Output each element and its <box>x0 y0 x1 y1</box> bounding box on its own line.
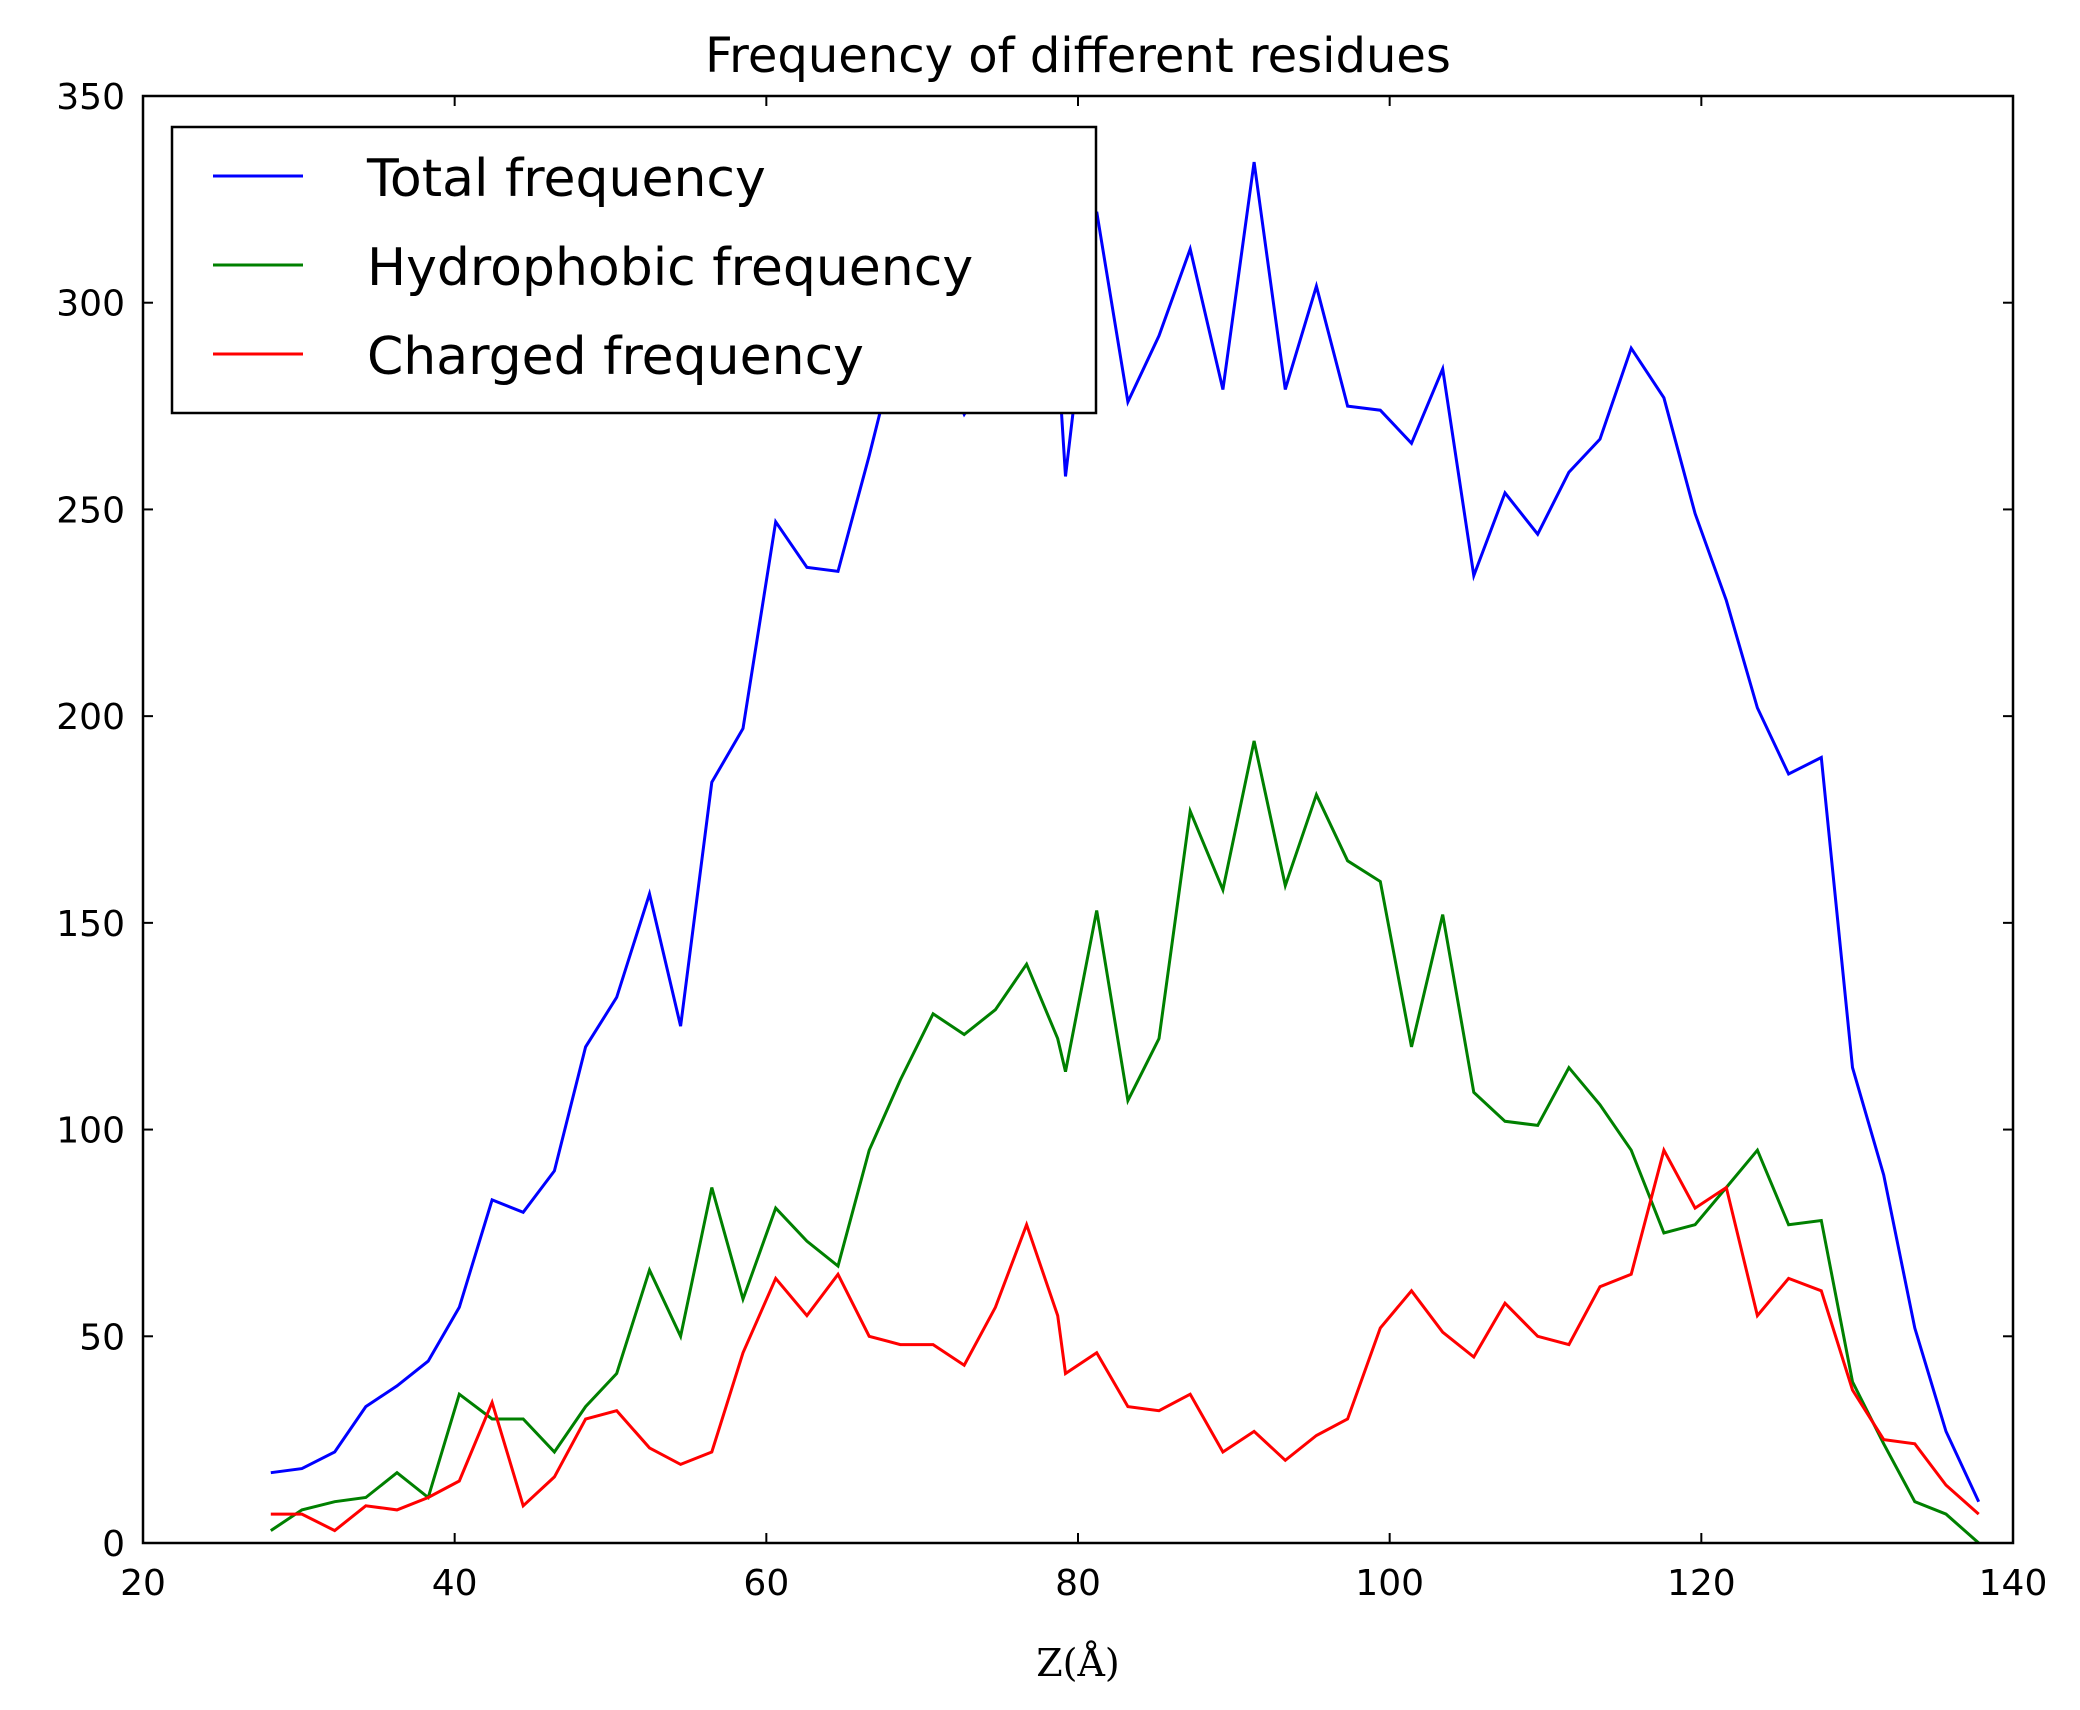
series-line-charged-frequency <box>270 1146 1980 1533</box>
chart-title: Frequency of different residues <box>705 28 1451 84</box>
y-tick-label: 0 <box>102 1524 125 1565</box>
x-tick-label: 20 <box>120 1563 166 1604</box>
y-tick-label: 50 <box>79 1317 125 1358</box>
legend-label-hydrophobic-frequency: Hydrophobic frequency <box>367 238 973 298</box>
axes-layer: 20 40 60 80 100 120 140 0 50 100 150 200 250 300 350 <box>56 77 2047 1604</box>
y-tick-label: 150 <box>56 904 125 945</box>
series-line-total-frequency <box>270 161 1981 1503</box>
series-layer <box>269 161 1981 1543</box>
x-tick-label: 60 <box>743 1563 789 1604</box>
x-tick-label: 100 <box>1355 1563 1424 1604</box>
series-line-hydrophobic-frequency <box>269 740 1980 1543</box>
y-tick-label: 300 <box>56 284 125 325</box>
y-tick-label: 200 <box>56 697 125 738</box>
x-tick-label: 120 <box>1667 1563 1736 1604</box>
y-tick-label: 100 <box>56 1111 125 1152</box>
legend-box <box>170 125 1098 415</box>
x-axis-label: Z(Å) <box>1036 1641 1120 1685</box>
y-tick-label: 350 <box>56 77 125 118</box>
y-tick-label: 250 <box>56 490 125 531</box>
x-tick-label: 140 <box>1979 1563 2048 1604</box>
legend-label-total-frequency: Total frequency <box>366 149 766 209</box>
legend: Total frequency Hydrophobic frequency Char… <box>170 125 1098 415</box>
x-tick-label: 80 <box>1055 1563 1101 1604</box>
x-tick-label: 40 <box>432 1563 478 1604</box>
legend-label-charged-frequency: Charged frequency <box>367 327 864 387</box>
